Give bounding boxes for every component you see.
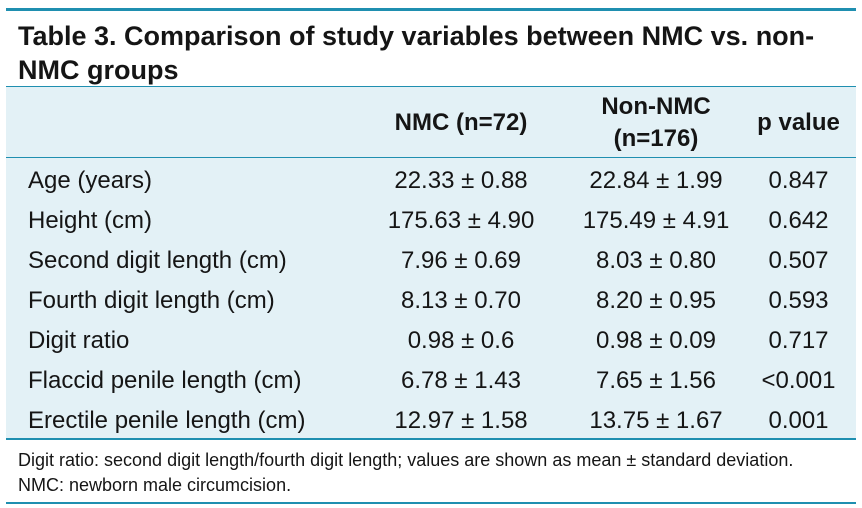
p-value: 0.001 (768, 407, 829, 434)
non-nmc-value: 7.65 ± 1.56 (596, 367, 716, 394)
p-value: 0.847 (768, 167, 829, 194)
table-row: Flaccid penile length (cm) 6.78 ± 1.43 7… (6, 361, 856, 401)
nmc-value: 8.13 ± 0.70 (401, 287, 521, 314)
row-label: Digit ratio (28, 327, 130, 354)
nmc-value: 6.78 ± 1.43 (401, 367, 521, 394)
column-header-non-nmc: Non-NMC (n=176) (601, 93, 711, 152)
row-label: Fourth digit length (cm) (28, 287, 275, 314)
non-nmc-value: 13.75 ± 1.67 (589, 407, 723, 434)
row-label: Erectile penile length (cm) (28, 407, 306, 434)
non-nmc-value: 175.49 ± 4.91 (582, 207, 730, 234)
p-value: 0.507 (768, 247, 829, 274)
row-label: Age (years) (28, 167, 153, 194)
p-value: 0.642 (768, 207, 829, 234)
table-row: Height (cm) 175.63 ± 4.90 175.49 ± 4.91 … (6, 201, 856, 241)
table-row: Second digit length (cm) 7.96 ± 0.69 8.0… (6, 241, 856, 281)
table-row: Erectile penile length (cm) 12.97 ± 1.58… (6, 401, 856, 441)
nmc-value: 12.97 ± 1.58 (394, 407, 528, 434)
table-footnote: Digit ratio: second digit length/fourth … (18, 450, 794, 495)
non-nmc-value: 0.98 ± 0.09 (596, 327, 716, 354)
nmc-value: 22.33 ± 0.88 (394, 167, 528, 194)
table-header-row: NMC (n=72) Non-NMC (n=176) p value (6, 86, 856, 158)
table-row: Age (years) 22.33 ± 0.88 22.84 ± 1.99 0.… (6, 161, 856, 201)
p-value: 0.717 (768, 327, 829, 354)
table-footnote-box: Digit ratio: second digit length/fourth … (6, 438, 856, 504)
table-title: Table 3. Comparison of study variables b… (18, 21, 815, 85)
p-value: <0.001 (761, 367, 836, 394)
column-header-p-value: p value (757, 109, 840, 136)
row-label: Second digit length (cm) (28, 247, 287, 274)
non-nmc-value: 8.20 ± 0.95 (596, 287, 716, 314)
non-nmc-value: 22.84 ± 1.99 (589, 167, 723, 194)
nmc-value: 0.98 ± 0.6 (407, 327, 515, 354)
data-table: NMC (n=72) Non-NMC (n=176) p value Age (… (6, 86, 856, 438)
table-row: Digit ratio 0.98 ± 0.6 0.98 ± 0.09 0.717 (6, 321, 856, 361)
nmc-value: 7.96 ± 0.69 (401, 247, 521, 274)
row-label: Height (cm) (28, 207, 153, 234)
table-row: Fourth digit length (cm) 8.13 ± 0.70 8.2… (6, 281, 856, 321)
p-value: 0.593 (768, 287, 829, 314)
row-label: Flaccid penile length (cm) (28, 367, 302, 394)
table-title-bar: Table 3. Comparison of study variables b… (6, 8, 856, 89)
non-nmc-value: 8.03 ± 0.80 (596, 247, 716, 274)
nmc-value: 175.63 ± 4.90 (387, 207, 535, 234)
column-header-nmc: NMC (n=72) (394, 109, 528, 136)
